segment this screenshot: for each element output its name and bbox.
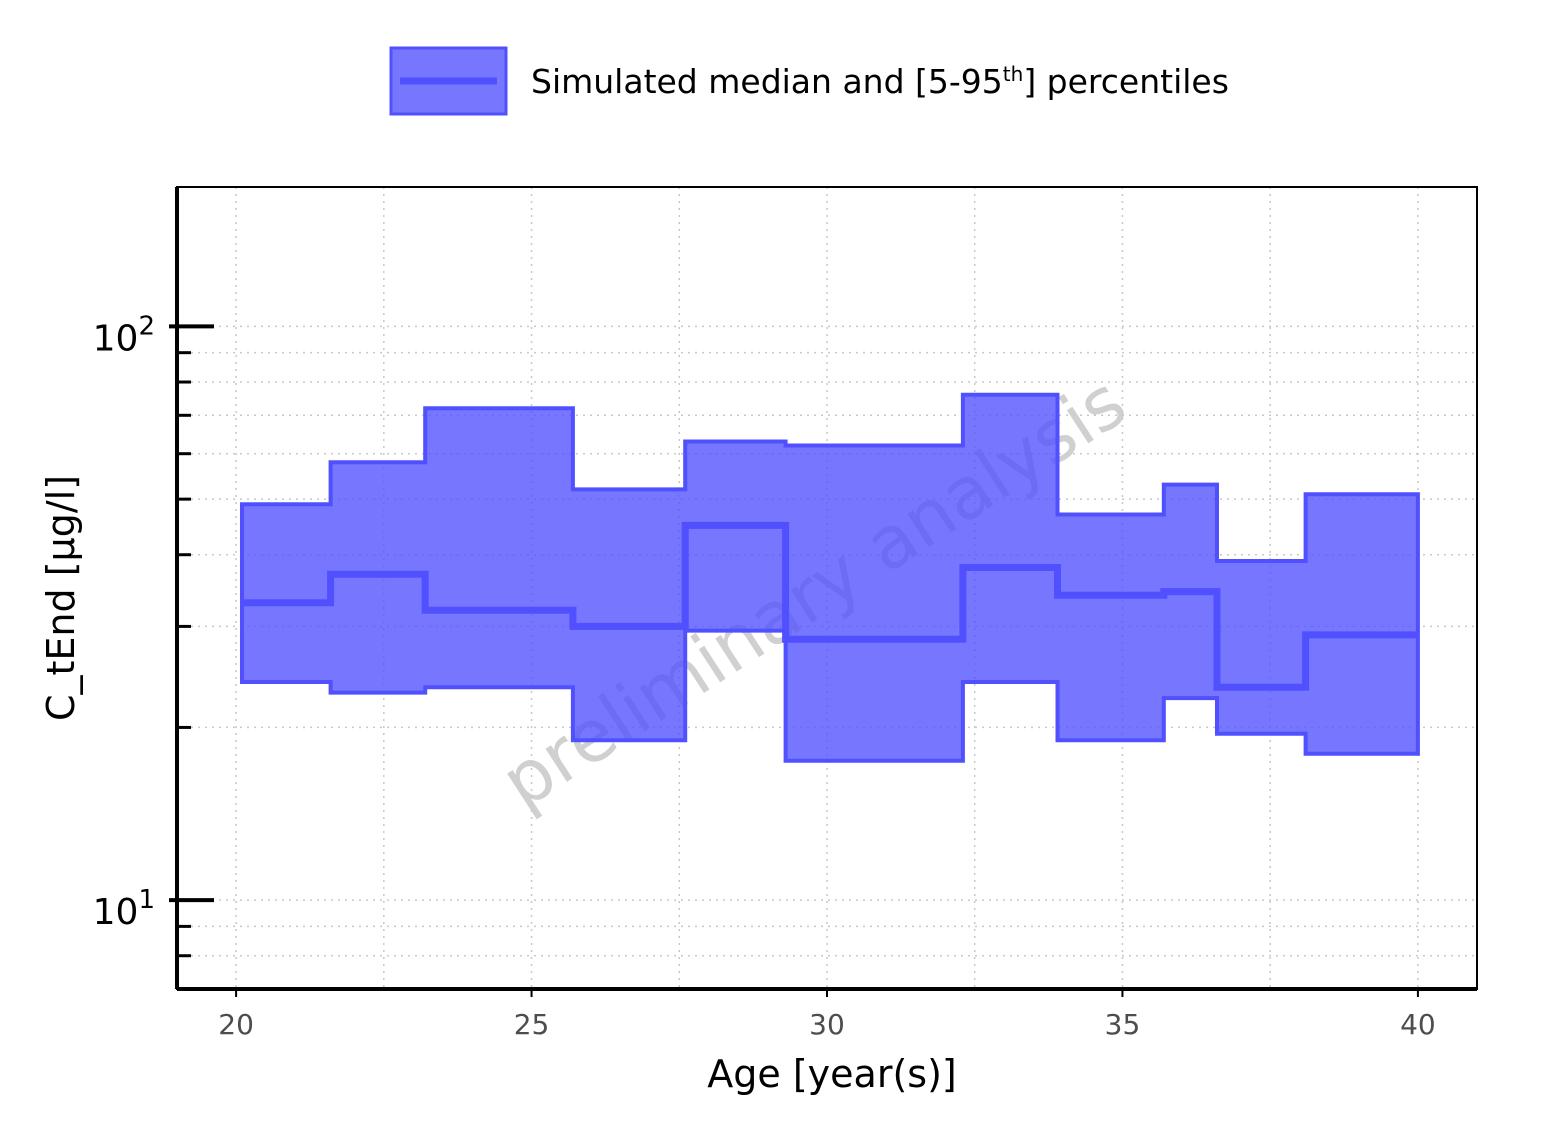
y-axis-title: C_tEnd [µg/l] — [39, 475, 83, 721]
x-axis-title: Age [year(s)] — [707, 1052, 956, 1096]
legend-label-suffix: ] percentiles — [1023, 62, 1229, 101]
legend-label-main: Simulated median and [5-95 — [531, 62, 1003, 101]
y-tick-label-exponent: 2 — [138, 311, 155, 341]
y-tick-label: 101 — [93, 885, 155, 933]
legend-label-superscript: th — [1003, 62, 1024, 86]
x-tick-label: 25 — [514, 1008, 550, 1041]
y-tick-label-base: 10 — [93, 892, 139, 933]
y-tick-label: 102 — [93, 311, 155, 359]
legend: Simulated median and [5-95th] percentile… — [389, 46, 1229, 116]
legend-label: Simulated median and [5-95th] percentile… — [531, 62, 1229, 101]
x-tick-label: 40 — [1400, 1008, 1436, 1041]
x-tick-label: 20 — [218, 1008, 254, 1041]
y-tick-label-exponent: 1 — [138, 885, 155, 915]
percentile-band — [240, 392, 1420, 763]
median-line — [242, 521, 1418, 691]
percentile-bands — [240, 392, 1420, 763]
y-tick-label-base: 10 — [93, 318, 139, 359]
median-step-line — [242, 521, 1418, 691]
x-tick-label: 30 — [809, 1008, 845, 1041]
x-tick-label: 35 — [1105, 1008, 1141, 1041]
